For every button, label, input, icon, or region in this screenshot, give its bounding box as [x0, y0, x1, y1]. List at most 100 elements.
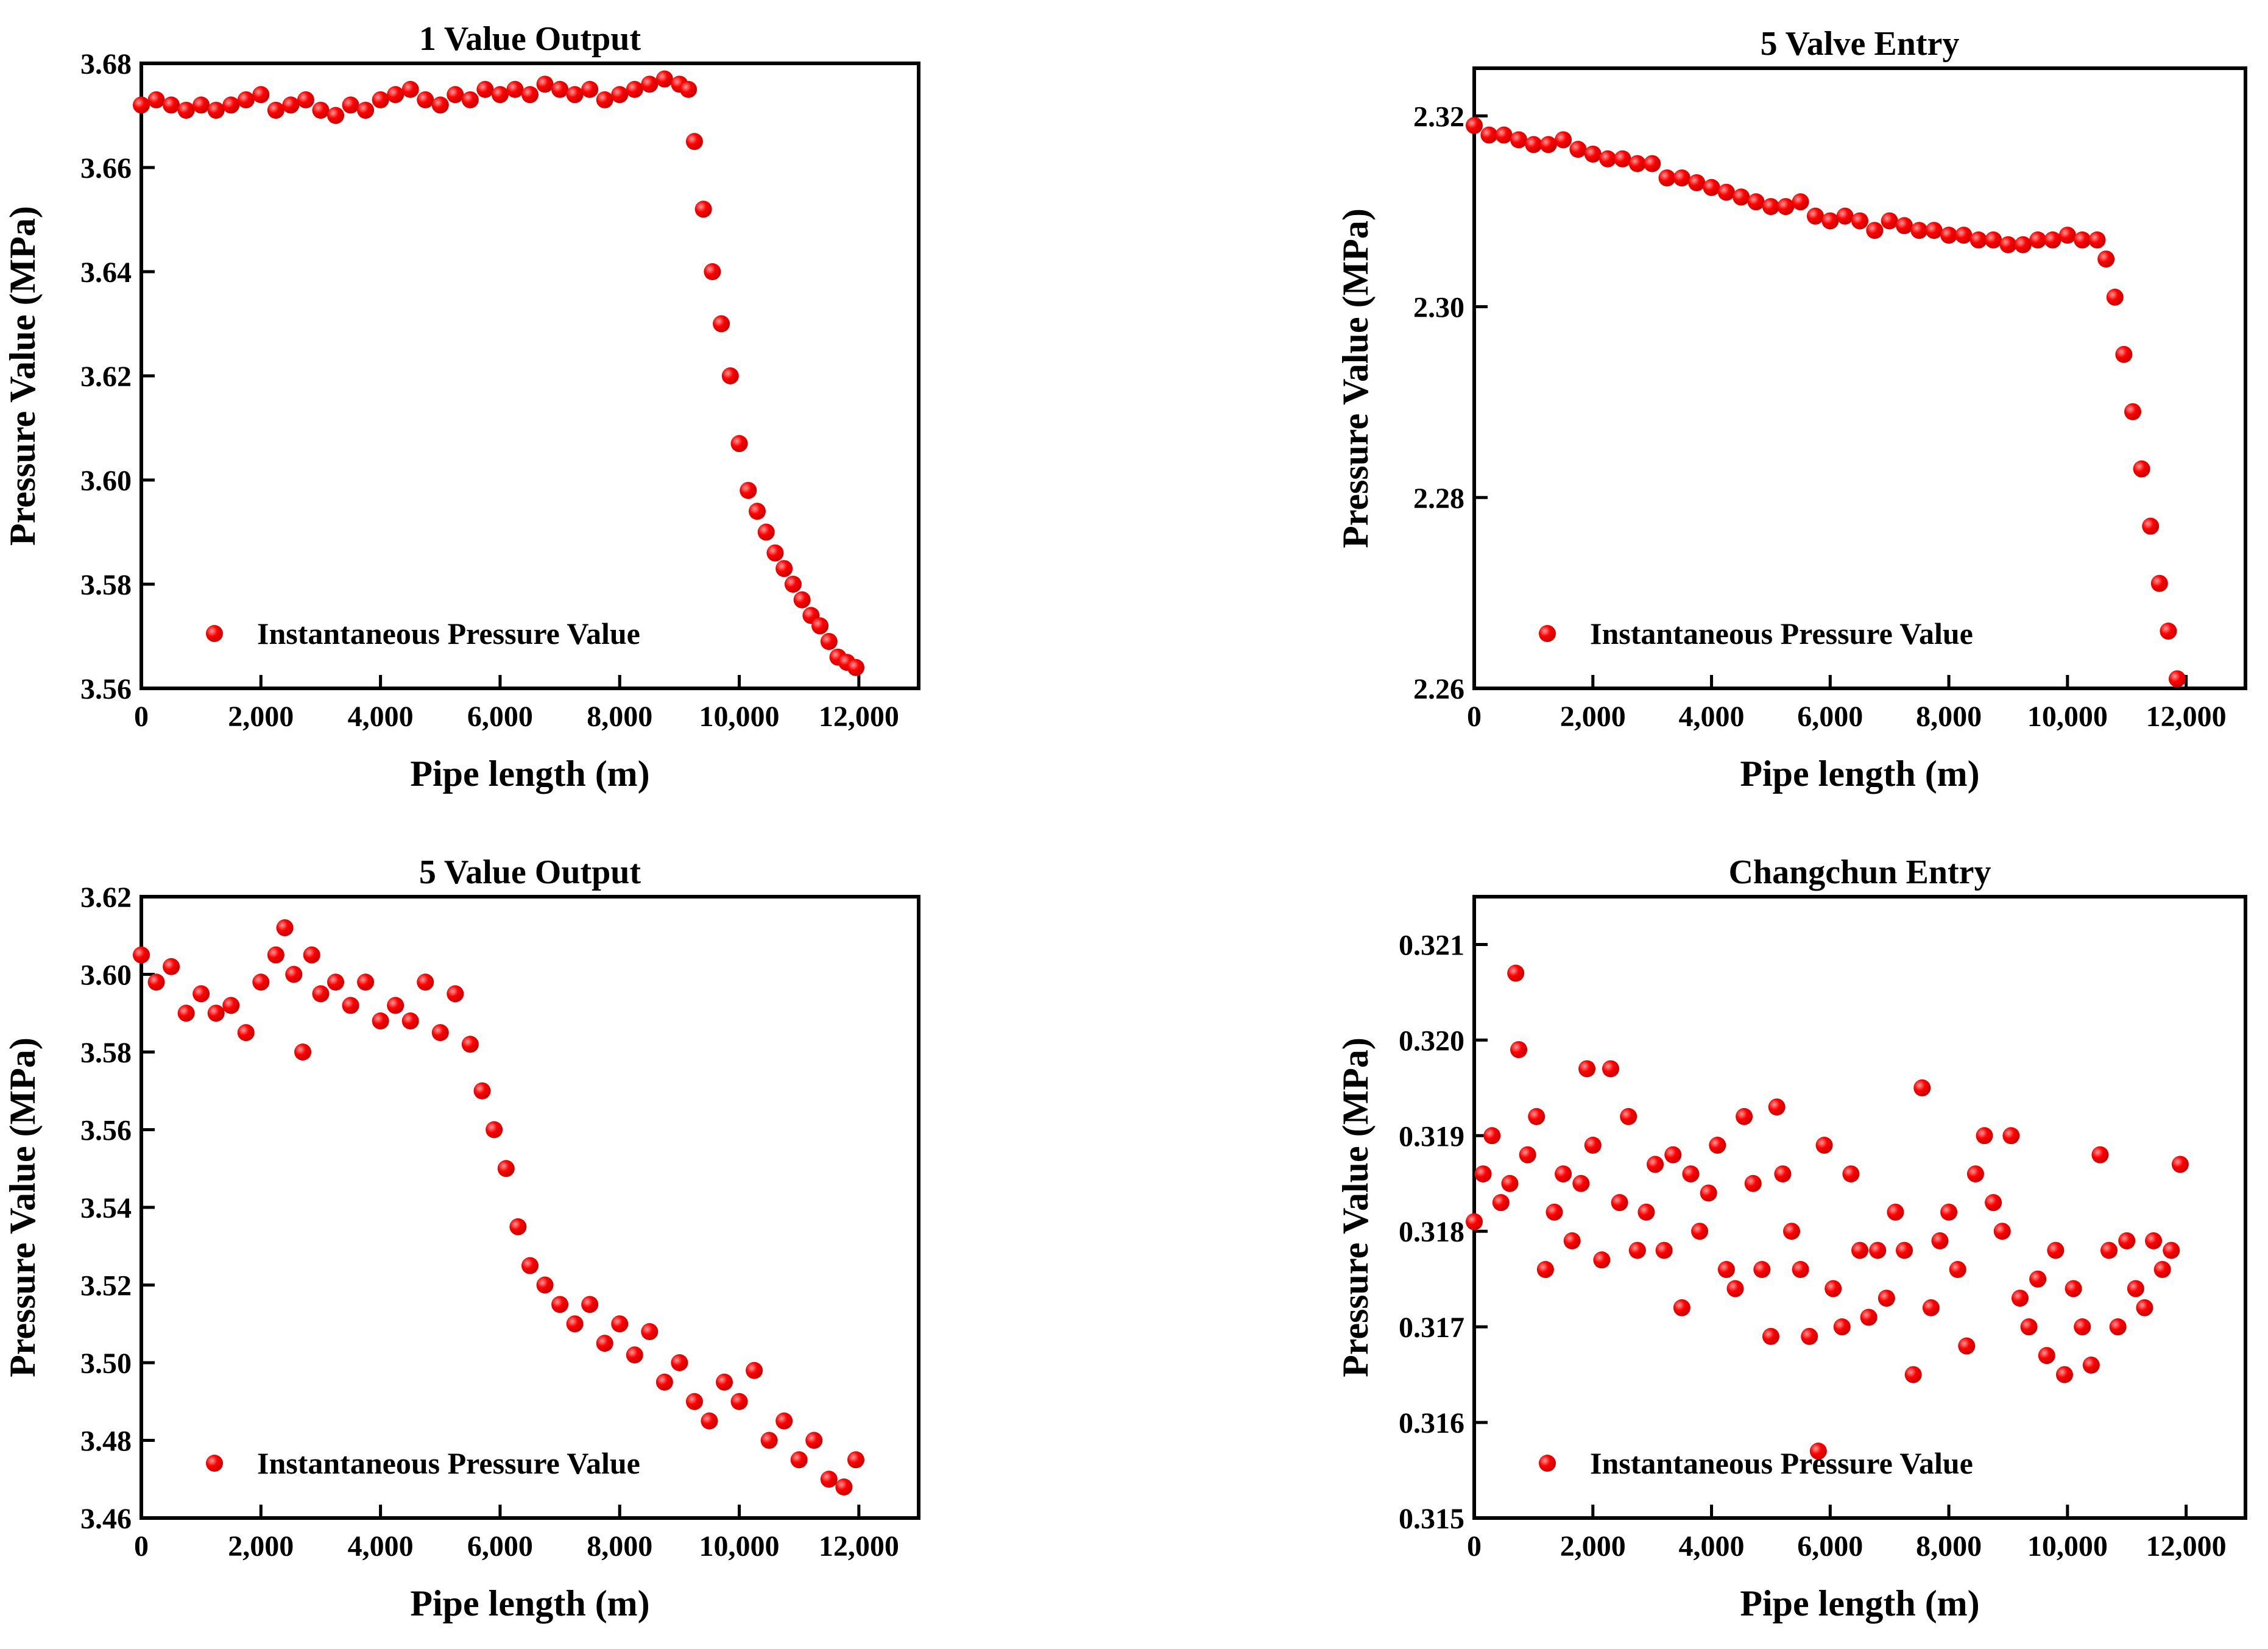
data-point — [1913, 1079, 1931, 1096]
data-point — [680, 80, 698, 98]
data-point — [1910, 222, 1928, 239]
data-point — [297, 91, 314, 108]
data-point — [820, 633, 838, 651]
data-point — [1569, 141, 1587, 158]
data-point — [1572, 1174, 1590, 1192]
data-point — [1958, 1337, 1976, 1355]
data-point — [1993, 1223, 2011, 1240]
data-point — [775, 560, 793, 577]
data-point — [1700, 1184, 1717, 1202]
data-point — [536, 1276, 554, 1294]
data-point — [685, 133, 703, 150]
data-point — [312, 101, 330, 119]
data-point — [1768, 1098, 1786, 1116]
data-point — [2074, 1318, 2091, 1336]
data-point — [784, 576, 802, 593]
x-tick-label: 8,000 — [587, 1530, 652, 1562]
data-point — [551, 80, 569, 98]
data-point — [2044, 231, 2061, 249]
data-point — [1539, 136, 1557, 154]
y-tick-label: 3.64 — [80, 256, 132, 289]
x-tick-label: 8,000 — [1916, 1530, 1982, 1562]
data-point — [1940, 227, 1958, 244]
data-point — [1717, 1261, 1735, 1278]
data-point — [1655, 1241, 1673, 1259]
y-tick-label: 0.316 — [1399, 1407, 1464, 1439]
data-point — [1628, 155, 1646, 172]
data-point — [1703, 178, 1720, 196]
data-point — [1726, 1280, 1744, 1298]
x-tick-label: 0 — [1467, 701, 1482, 733]
data-point — [1614, 150, 1631, 168]
data-point — [611, 86, 629, 104]
data-point — [2133, 460, 2150, 478]
y-axis-label: Pressure Value (MPa) — [2, 1037, 43, 1377]
data-point — [713, 315, 730, 333]
data-point — [2002, 1127, 2020, 1145]
data-point — [372, 1012, 389, 1029]
data-point — [476, 80, 494, 98]
data-point — [1673, 169, 1690, 187]
x-tick-label: 2,000 — [1560, 701, 1626, 733]
data-point — [704, 263, 721, 280]
data-point — [342, 997, 359, 1014]
data-point — [2058, 227, 2076, 244]
data-point — [417, 91, 434, 108]
data-point — [521, 1257, 539, 1274]
data-point — [1747, 193, 1765, 211]
data-point — [133, 96, 150, 114]
data-point — [1966, 1165, 1984, 1183]
data-point — [387, 86, 404, 104]
data-point — [1774, 1165, 1792, 1183]
x-tick-label: 8,000 — [587, 701, 652, 733]
data-point — [1611, 1194, 1628, 1212]
data-point — [1483, 1127, 1501, 1145]
data-point — [1525, 136, 1542, 154]
data-point — [2082, 1356, 2100, 1374]
data-point — [811, 617, 829, 635]
data-point — [312, 985, 330, 1003]
data-point — [1688, 174, 1706, 191]
data-point — [757, 523, 775, 541]
data-point — [1682, 1165, 1700, 1183]
data-point — [177, 1005, 195, 1022]
data-point — [1969, 231, 1987, 249]
data-point — [820, 1471, 838, 1488]
x-axis-label: Pipe length (m) — [1740, 1583, 1979, 1623]
data-point — [1602, 1060, 1619, 1078]
data-point — [1851, 1241, 1868, 1259]
plot-frame — [1472, 66, 2247, 690]
data-point — [285, 966, 303, 983]
data-point — [177, 101, 195, 119]
data-point — [1492, 1194, 1510, 1212]
data-point — [1931, 1232, 1949, 1249]
data-point — [2088, 231, 2106, 249]
data-point — [417, 973, 434, 991]
data-point — [1495, 126, 1513, 144]
data-point — [1809, 1442, 1827, 1460]
legend-marker — [1539, 1455, 1556, 1472]
x-tick-label: 10,000 — [2027, 701, 2108, 733]
data-point — [2115, 345, 2133, 363]
y-tick-label: 0.318 — [1399, 1216, 1464, 1248]
x-tick-label: 12,000 — [819, 701, 899, 733]
y-axis-label: Pressure Value (MPa) — [2, 206, 43, 546]
data-point — [793, 591, 811, 609]
data-point — [1792, 1261, 1809, 1278]
data-point — [1833, 1318, 1851, 1336]
data-point — [740, 482, 757, 500]
x-tick-label: 4,000 — [348, 1530, 414, 1562]
data-point — [1664, 1146, 1682, 1163]
data-point — [626, 1346, 643, 1364]
y-tick-label: 3.60 — [80, 465, 132, 497]
y-tick-label: 3.62 — [80, 881, 132, 914]
data-point — [2029, 1270, 2047, 1288]
data-point — [1733, 188, 1750, 206]
y-tick-label: 3.62 — [80, 361, 132, 393]
data-point — [2160, 623, 2177, 640]
data-point — [2097, 250, 2115, 268]
data-point — [2065, 1280, 2082, 1298]
data-point — [2169, 670, 2186, 688]
data-point — [1474, 1165, 1492, 1183]
chart-title: 5 Value Output — [419, 853, 641, 891]
